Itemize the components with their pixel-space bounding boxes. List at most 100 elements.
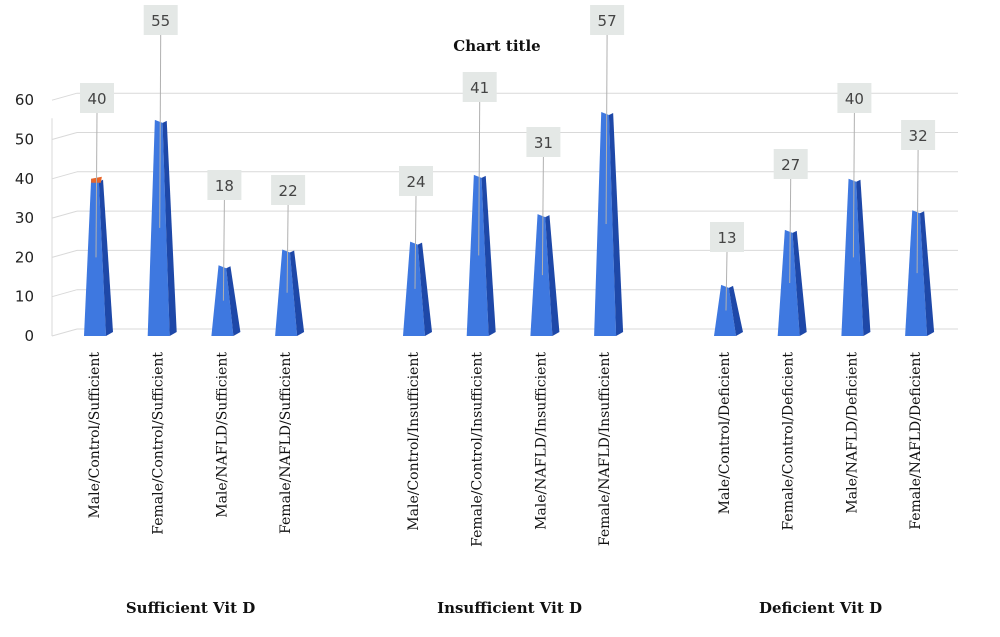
bar (403, 241, 432, 336)
data-label-text: 31 (534, 134, 553, 152)
data-label-text: 22 (279, 182, 298, 200)
data-label: 55 (143, 5, 178, 228)
data-label: 13 (710, 222, 744, 311)
gridline (51, 328, 958, 337)
y-tick-label: 40 (15, 170, 34, 188)
bar-side (545, 215, 560, 336)
y-tick-label: 60 (15, 91, 34, 109)
gridline (51, 92, 958, 101)
data-label-box (143, 5, 178, 35)
category-label: Male/Control/Insufficient (406, 352, 422, 531)
bar-side (226, 266, 241, 336)
data-label-text: 40 (845, 90, 864, 108)
category-label: Female/Control/Sufficient (151, 352, 167, 535)
leader-line (286, 204, 289, 293)
bar-front (211, 265, 234, 336)
data-label-text: 24 (406, 173, 425, 191)
data-label: 41 (462, 72, 497, 256)
bar-front (275, 249, 298, 336)
data-label: 32 (901, 120, 936, 274)
data-label: 22 (271, 175, 306, 293)
data-label: 31 (526, 127, 561, 276)
data-label-text: 41 (470, 79, 489, 97)
category-label: Male/NAFLD/Insufficient (533, 352, 549, 530)
gridline (51, 249, 958, 258)
category-label: Male/NAFLD/Deficient (844, 352, 860, 514)
bar-front (84, 178, 106, 336)
y-tick-label: 30 (15, 209, 34, 227)
category-label: Female/Control/Deficient (781, 352, 797, 531)
y-tick-label: 50 (15, 131, 34, 149)
bar (84, 176, 113, 336)
leader-line (725, 251, 728, 311)
leader-line (478, 101, 481, 256)
data-label: 40 (80, 83, 114, 258)
category-label: Male/Control/Sufficient (87, 352, 103, 519)
chart-title: Chart title (453, 37, 540, 55)
leader-line (159, 34, 162, 228)
bar (530, 214, 560, 336)
data-label-text: 40 (87, 90, 106, 108)
bar-front (777, 229, 800, 336)
data-label-box (399, 166, 433, 196)
data-label-box (901, 120, 936, 150)
data-label-text: 27 (781, 156, 800, 174)
bar-side (162, 120, 177, 336)
bar (147, 119, 177, 336)
category-label: Female/NAFLD/Sufficient (278, 352, 294, 534)
category-label: Female/NAFLD/Insufficient (597, 352, 613, 546)
grid-layer (51, 92, 958, 337)
leader-line (852, 112, 855, 258)
bar-front (714, 284, 736, 336)
y-tick-label: 20 (15, 248, 34, 266)
gridline (51, 210, 958, 219)
bar-side (792, 230, 807, 336)
category-label: Male/Control/Deficient (717, 352, 733, 515)
data-label: 57 (590, 5, 625, 224)
bar (714, 284, 743, 336)
group-label: Deficient Vit D (759, 599, 882, 617)
leader-line (605, 34, 608, 224)
data-label-box (837, 83, 872, 113)
gridline (51, 289, 958, 298)
bar (211, 265, 241, 336)
data-label-box (773, 149, 808, 179)
bar-side (856, 179, 871, 336)
leader-line (414, 195, 417, 289)
data-label-box (710, 222, 744, 252)
category-label: Male/NAFLD/Sufficient (214, 352, 230, 518)
leader-line (95, 112, 98, 258)
category-label: Female/Control/Insufficient (470, 352, 486, 547)
gridline (51, 132, 958, 140)
data-label-box (80, 83, 114, 113)
bar-front (594, 111, 617, 337)
bar-side (481, 175, 496, 336)
leader-line (222, 199, 225, 301)
bar (905, 210, 935, 336)
y-tick-label: 0 (24, 327, 34, 345)
bar-front (147, 119, 170, 336)
bar-side (289, 250, 305, 336)
bar-group (403, 111, 624, 337)
data-label-box (271, 175, 306, 205)
data-label-box (462, 72, 497, 102)
bar-side (98, 179, 113, 336)
data-label-text: 32 (909, 127, 928, 145)
leader-line (916, 149, 919, 274)
data-label-box (590, 5, 625, 35)
data-label-text: 55 (151, 12, 170, 30)
bar (466, 174, 496, 336)
bar (275, 249, 305, 336)
leader-line (541, 156, 544, 276)
group-label: Insufficient Vit D (437, 599, 582, 617)
bar-front (841, 178, 864, 336)
data-label-box (526, 127, 561, 157)
bar-side (919, 211, 935, 336)
x-axis: Male/Control/Sufficient Female/Control/Su… (87, 352, 924, 617)
group-label: Sufficient Vit D (126, 599, 255, 617)
bar-front (466, 174, 489, 336)
bar-front (530, 214, 553, 336)
bar-side (417, 242, 432, 336)
data-label-text: 57 (598, 12, 617, 30)
